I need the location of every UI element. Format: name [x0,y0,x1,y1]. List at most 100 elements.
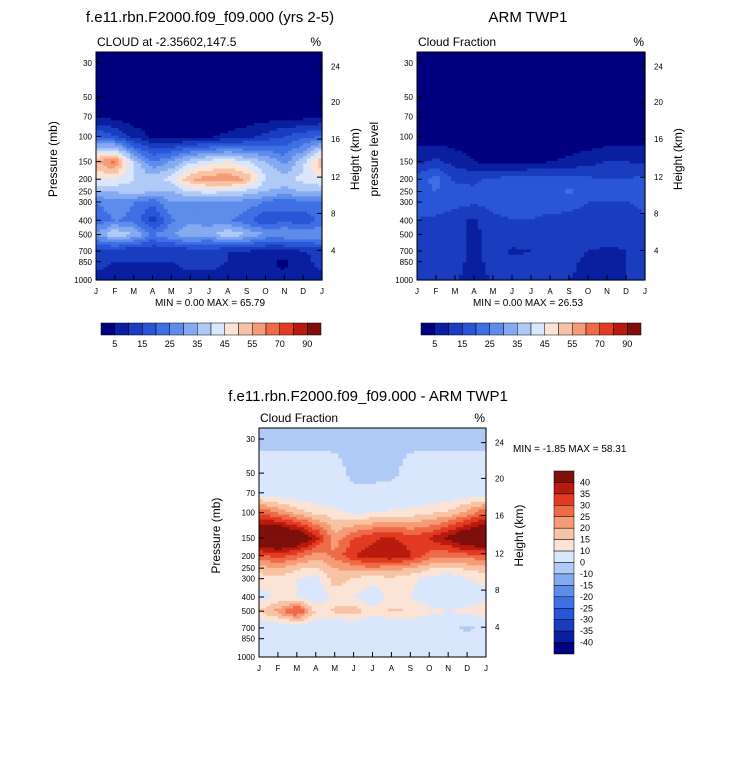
field-cell [212,82,218,86]
field-cell [261,77,267,81]
field-cell [137,54,142,58]
field-cell [318,82,323,86]
field-cell [118,67,123,71]
field-cell [175,52,180,56]
field-cell [111,67,116,71]
field-cell [99,95,105,99]
field-cell [220,72,225,76]
field-cell [129,62,135,66]
field-cell [201,77,206,81]
field-cell [178,74,184,78]
field-cell [171,77,176,81]
field-cell [171,67,176,71]
field-cell [197,62,203,66]
field-cell [231,92,236,96]
field-cell [303,52,308,56]
field-cell [288,69,293,73]
field-cell [182,90,187,94]
field-cell [148,74,154,78]
field-cell [265,64,270,68]
field-cell [156,92,161,96]
field-cell [299,57,304,61]
field-cell [284,62,289,66]
field-cell [103,57,108,61]
field-cell [103,82,108,86]
field-cell [178,67,184,71]
field-cell [133,92,139,96]
field-cell [122,67,127,71]
field-cell [265,62,270,66]
field-cell [231,95,236,99]
field-cell [216,69,221,73]
field-cell [205,59,210,63]
field-cell [310,57,316,61]
field-cell [288,57,293,61]
field-cell [99,90,105,94]
field-cell [201,67,206,71]
field-cell [242,92,248,96]
field-cell [250,74,255,78]
field-cell [129,54,135,58]
field-cell [261,64,267,68]
field-cell [96,62,101,66]
field-cell [220,52,225,56]
field-cell [182,64,187,68]
field-cell [122,79,127,83]
field-cell [175,67,180,71]
field-cell [291,87,297,91]
field-cell [190,69,195,73]
field-cell [152,67,157,71]
field-cell [156,67,161,71]
field-cell [235,84,240,89]
field-cell [148,64,154,68]
field-cell [152,62,157,66]
field-cell [126,64,131,68]
field-cell [273,87,278,91]
field-cell [273,90,278,94]
field-cell [137,57,142,61]
field-cell [246,59,252,63]
field-cell [216,74,221,78]
field-cell [141,92,146,96]
field-cell [99,52,105,56]
field-cell [224,95,229,99]
field-cell [306,87,312,91]
field-cell [306,82,312,86]
field-cell [182,79,187,83]
field-cell [265,59,270,63]
field-cell [265,87,270,91]
field-cell [235,90,240,94]
field-cell [273,77,278,81]
field-cell [167,90,172,94]
field-cell [186,77,191,81]
field-cell [171,52,176,56]
field-cell [273,59,278,63]
field-cell [201,54,206,58]
field-cell [254,62,259,66]
field-cell [186,84,191,89]
field-cell [220,84,225,89]
field-cell [114,90,120,94]
field-cell [141,54,146,58]
field-cell [224,72,229,76]
field-cell [269,67,274,71]
field-cell [299,90,304,94]
field-cell [137,92,142,96]
field-cell [239,90,244,94]
field-cell [246,72,252,76]
field-cell [133,69,139,73]
field-cell [144,95,150,99]
field-cell [118,54,123,58]
field-cell [257,82,263,86]
field-cell [114,52,120,56]
field-cell [111,84,116,89]
field-cell [273,74,278,78]
field-cell [261,74,267,78]
field-cell [231,69,236,73]
field-cell [306,72,312,76]
field-cell [197,87,203,91]
field-cell [276,77,282,81]
field-cell [209,69,214,73]
field-cell [205,95,210,99]
